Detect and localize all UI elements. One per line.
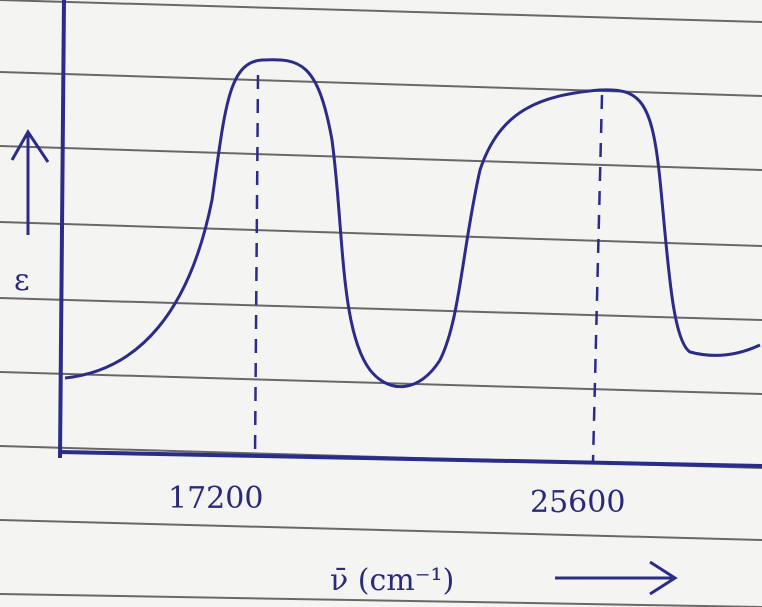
peak-marker-2 <box>593 95 602 462</box>
ruled-line <box>0 372 762 394</box>
ruled-line <box>0 298 762 320</box>
peak-marker-1 <box>255 75 258 458</box>
ruled-line <box>0 520 762 540</box>
peak-label: 17200 <box>168 481 263 516</box>
ruled-line <box>0 0 762 22</box>
x-axis-label: ν̄ (cm⁻¹) <box>330 563 454 598</box>
y-axis <box>60 0 64 458</box>
ruled-line <box>0 222 762 246</box>
y-axis-label: ε <box>14 263 30 298</box>
spectrum-curve <box>65 60 760 387</box>
ruled-lines <box>0 0 762 607</box>
x-axis <box>60 452 762 466</box>
page: ε 17200 25600 ν̄ (cm⁻¹) <box>0 0 762 607</box>
ruled-line <box>0 72 762 96</box>
sketch: ε 17200 25600 ν̄ (cm⁻¹) <box>0 0 762 607</box>
peak-label: 25600 <box>530 485 625 520</box>
ruled-line <box>0 146 762 170</box>
